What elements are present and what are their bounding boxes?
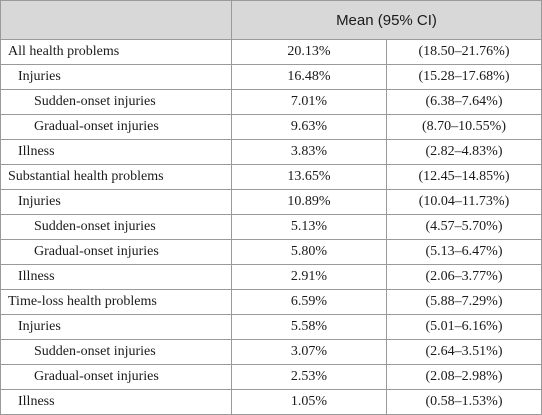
mean-value: 5.80% bbox=[231, 239, 387, 265]
ci-value: (8.70–10.55%) bbox=[386, 114, 542, 140]
table-row: Sudden-onset injuries 7.01% (6.38–7.64%) bbox=[0, 89, 542, 115]
mean-value: 9.63% bbox=[231, 114, 387, 140]
ci-value: (10.04–11.73%) bbox=[386, 189, 542, 215]
table-row: Gradual-onset injuries 2.53% (2.08–2.98%) bbox=[0, 364, 542, 390]
mean-value: 6.59% bbox=[231, 289, 387, 315]
mean-value: 5.58% bbox=[231, 314, 387, 340]
header-category-cell bbox=[0, 0, 232, 40]
ci-value: (4.57–5.70%) bbox=[386, 214, 542, 240]
row-label: Time-loss health problems bbox=[0, 289, 232, 315]
mean-value: 2.53% bbox=[231, 364, 387, 390]
table-body: All health problems 20.13% (18.50–21.76%) I… bbox=[0, 39, 542, 415]
ci-value: (5.88–7.29%) bbox=[386, 289, 542, 315]
row-label: Illness bbox=[0, 264, 232, 290]
row-label: All health problems bbox=[0, 39, 232, 65]
mean-value: 20.13% bbox=[231, 39, 387, 65]
row-label: Sudden-onset injuries bbox=[0, 339, 232, 365]
row-label: Illness bbox=[0, 139, 232, 165]
table-row: Illness 3.83% (2.82–4.83%) bbox=[0, 139, 542, 165]
row-label: Injuries bbox=[0, 189, 232, 215]
row-label: Injuries bbox=[0, 314, 232, 340]
ci-value: (2.82–4.83%) bbox=[386, 139, 542, 165]
ci-value: (2.08–2.98%) bbox=[386, 364, 542, 390]
row-label: Gradual-onset injuries bbox=[0, 239, 232, 265]
table-row: Sudden-onset injuries 5.13% (4.57–5.70%) bbox=[0, 214, 542, 240]
ci-value: (18.50–21.76%) bbox=[386, 39, 542, 65]
table-row: All health problems 20.13% (18.50–21.76%) bbox=[0, 39, 542, 65]
table-row: Injuries 16.48% (15.28–17.68%) bbox=[0, 64, 542, 90]
table-row: Injuries 5.58% (5.01–6.16%) bbox=[0, 314, 542, 340]
ci-value: (5.13–6.47%) bbox=[386, 239, 542, 265]
row-label: Gradual-onset injuries bbox=[0, 114, 232, 140]
mean-value: 16.48% bbox=[231, 64, 387, 90]
table-header: Mean (95% CI) bbox=[0, 0, 542, 40]
table-row: Substantial health problems 13.65% (12.45–… bbox=[0, 164, 542, 190]
table-row: Gradual-onset injuries 9.63% (8.70–10.55%) bbox=[0, 114, 542, 140]
mean-value: 3.07% bbox=[231, 339, 387, 365]
table-row: Sudden-onset injuries 3.07% (2.64–3.51%) bbox=[0, 339, 542, 365]
row-label: Substantial health problems bbox=[0, 164, 232, 190]
table-row: Gradual-onset injuries 5.80% (5.13–6.47%) bbox=[0, 239, 542, 265]
ci-value: (2.64–3.51%) bbox=[386, 339, 542, 365]
mean-value: 2.91% bbox=[231, 264, 387, 290]
row-label: Gradual-onset injuries bbox=[0, 364, 232, 390]
ci-value: (12.45–14.85%) bbox=[386, 164, 542, 190]
mean-value: 13.65% bbox=[231, 164, 387, 190]
table-row: Illness 2.91% (2.06–3.77%) bbox=[0, 264, 542, 290]
ci-value: (2.06–3.77%) bbox=[386, 264, 542, 290]
header-row: Mean (95% CI) bbox=[0, 0, 542, 40]
mean-value: 3.83% bbox=[231, 139, 387, 165]
row-label: Sudden-onset injuries bbox=[0, 89, 232, 115]
row-label: Sudden-onset injuries bbox=[0, 214, 232, 240]
mean-value: 5.13% bbox=[231, 214, 387, 240]
header-mean-ci: Mean (95% CI) bbox=[231, 0, 542, 40]
mean-value: 7.01% bbox=[231, 89, 387, 115]
table-row: Injuries 10.89% (10.04–11.73%) bbox=[0, 189, 542, 215]
row-label: Injuries bbox=[0, 64, 232, 90]
table-row: Time-loss health problems 6.59% (5.88–7.29… bbox=[0, 289, 542, 315]
ci-value: (15.28–17.68%) bbox=[386, 64, 542, 90]
mean-value: 10.89% bbox=[231, 189, 387, 215]
ci-value: (6.38–7.64%) bbox=[386, 89, 542, 115]
ci-value: (5.01–6.16%) bbox=[386, 314, 542, 340]
